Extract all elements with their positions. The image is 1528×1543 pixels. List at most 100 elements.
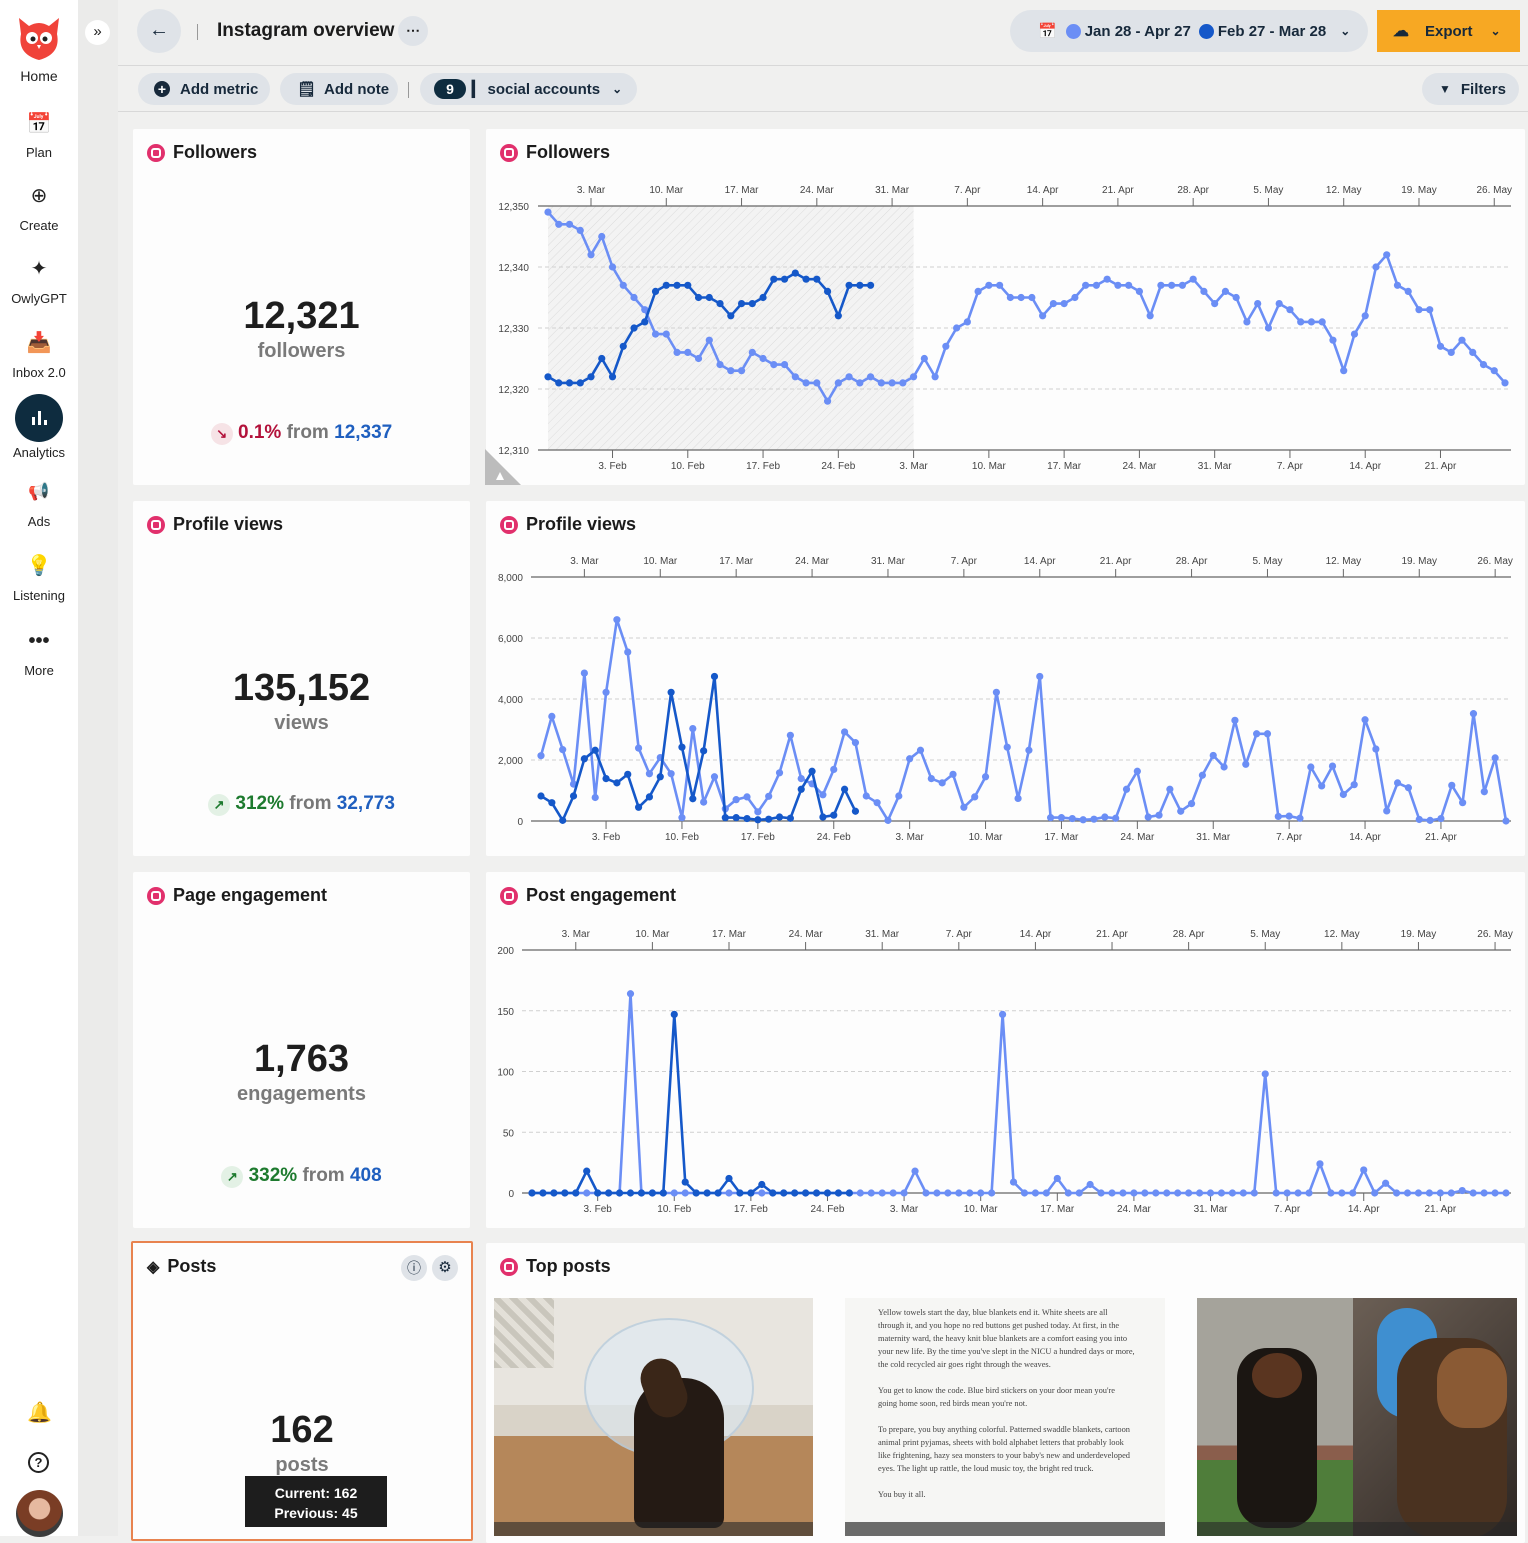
current-data-point <box>920 354 928 363</box>
bottom-x-tick-label: 10. Feb <box>665 832 699 843</box>
current-data-point <box>786 731 794 739</box>
posts-stat-card[interactable]: ◈ Posts ⓘ ⚙ 162 posts Current: 162 Previo… <box>131 1241 473 1541</box>
current-data-point <box>1017 293 1025 302</box>
current-data-point <box>1458 336 1466 344</box>
export-button[interactable]: ☁ Export ⌄ <box>1377 10 1520 52</box>
sidebar-item-inbox[interactable]: 📥 Inbox 2.0 <box>0 330 78 380</box>
previous-data-point <box>725 1174 733 1183</box>
current-data-point <box>1097 1189 1105 1197</box>
sidebar-item-plan[interactable]: 📅 Plan <box>0 111 78 160</box>
top-x-tick-label: 3. Mar <box>570 556 599 567</box>
current-data-point <box>673 348 681 356</box>
top-x-tick-label: 31. Mar <box>871 556 906 567</box>
user-avatar[interactable] <box>16 1490 63 1537</box>
current-data-point <box>1415 815 1423 824</box>
current-data-point <box>1297 318 1305 326</box>
help-button[interactable]: ⓘ <box>401 1255 427 1281</box>
add-metric-button[interactable]: + Add metric <box>138 73 270 105</box>
warning-icon[interactable] <box>485 449 521 485</box>
previous-data-point <box>791 269 799 277</box>
accounts-count-badge: 9 <box>434 79 466 99</box>
current-data-point <box>1469 1189 1477 1197</box>
current-data-point <box>1501 379 1509 387</box>
bell-icon[interactable]: 🔔 <box>27 1402 52 1424</box>
current-data-point <box>1261 1070 1269 1078</box>
current-data-point <box>1480 1189 1488 1197</box>
current-data-point <box>537 752 545 760</box>
current-data-point <box>895 792 903 800</box>
expand-sidebar-button[interactable]: » <box>85 20 110 45</box>
current-data-point <box>1003 743 1011 751</box>
date-range-picker[interactable]: 📅 Jan 28 - Apr 27 Feb 27 - Mar 28 ⌄ <box>1010 10 1368 52</box>
top-x-tick-label: 10. Mar <box>635 929 670 940</box>
bottom-x-tick-label: 3. Mar <box>890 1204 919 1215</box>
current-data-point <box>1490 367 1498 375</box>
sidebar-item-create[interactable]: ⊕ Create <box>0 183 78 233</box>
note-icon: 🗒 <box>297 81 317 98</box>
more-options-button[interactable]: ⋯ <box>398 16 428 46</box>
page-title: Instagram overview <box>217 20 395 41</box>
top-x-tick-label: 3. Mar <box>562 929 591 940</box>
stat-value: 12,321 <box>243 295 360 337</box>
current-data-point <box>1329 336 1337 344</box>
filters-button[interactable]: ▼ Filters <box>1422 73 1519 105</box>
top-x-tick-label: 19. May <box>1401 185 1437 196</box>
previous-data-point <box>572 1189 580 1197</box>
sidebar-item-home[interactable]: Home <box>0 14 78 84</box>
social-accounts-selector[interactable]: 9 ▎ social accounts ⌄ <box>420 73 637 105</box>
current-data-point <box>544 208 552 216</box>
previous-data-point <box>569 792 578 800</box>
current-data-point <box>1448 781 1456 789</box>
profile-views-line-chart[interactable]: 0 2,000 4,000 6,000 8,000 3. Mar 10. Mar 17. Ma… <box>486 501 1525 856</box>
current-data-point <box>1294 1189 1302 1197</box>
current-data-point <box>670 1189 678 1197</box>
current-data-point <box>1403 1189 1412 1197</box>
previous-data-point <box>583 1167 591 1175</box>
sidebar-item-more[interactable]: ••• More <box>0 628 78 678</box>
previous-data-point <box>565 379 574 387</box>
post-engagement-line-chart[interactable]: 0 50 100 150 200 3. Mar 10. Mar 17. Mar 24. Mar 3… <box>486 872 1525 1228</box>
current-data-point <box>1426 816 1434 824</box>
y-tick-label: 8,000 <box>498 573 523 584</box>
sidebar-label: Plan <box>25 145 53 160</box>
current-data-point <box>1328 762 1337 770</box>
previous-data-point <box>845 281 853 289</box>
card-title: Posts <box>167 1256 217 1276</box>
sidebar-item-listening[interactable]: 💡 Listening <box>0 553 78 603</box>
stat-change: 312% <box>235 793 284 814</box>
previous-data-point <box>615 1189 624 1197</box>
previous-data-point <box>662 281 670 289</box>
previous-data-point <box>670 1010 678 1018</box>
current-data-point <box>802 379 810 387</box>
sidebar-item-owlygpt[interactable]: ✦ OwlyGPT <box>0 256 78 306</box>
page-engagement-stat-card[interactable]: Page engagement 1,763 engagements ↗ 332%… <box>133 872 470 1228</box>
profile-views-stat-card[interactable]: Profile views 135,152 views ↗ 312% from … <box>133 501 470 856</box>
followers-stat-card[interactable]: Followers 12,321 followers ↘ 0.1% from 1… <box>133 129 470 485</box>
current-data-point <box>732 796 740 804</box>
current-data-point <box>1232 293 1240 302</box>
add-note-button[interactable]: 🗒 Add note <box>280 73 398 105</box>
layers-icon: ◈ <box>147 1258 160 1276</box>
sidebar-item-analytics[interactable]: Analytics <box>0 394 78 460</box>
owl-logo-icon <box>19 18 59 60</box>
help-icon[interactable]: ? <box>28 1452 49 1473</box>
chevron-down-icon: ⌄ <box>1490 24 1501 38</box>
previous-data-point <box>678 743 686 751</box>
followers-line-chart[interactable]: 12,310 12,320 12,330 12,340 12,350 3. Mar 10. … <box>486 129 1525 485</box>
current-data-point <box>1383 251 1391 259</box>
current-data-point <box>830 765 838 774</box>
top-x-tick-label: 3. Mar <box>577 185 606 196</box>
top-post-text-image[interactable]: Yellow towels start the day, blue blanke… <box>845 1298 1165 1536</box>
current-data-point <box>1447 348 1455 356</box>
current-data-point <box>754 808 762 816</box>
top-post-image-dog-cone[interactable] <box>494 1298 813 1536</box>
sidebar-item-ads[interactable]: 📢 Ads <box>0 479 78 529</box>
current-data-point <box>1141 1189 1149 1197</box>
current-data-point <box>1166 785 1174 793</box>
settings-gear-button[interactable]: ⚙ <box>432 1255 458 1281</box>
current-data-point <box>559 746 567 754</box>
back-button[interactable]: ← <box>137 9 181 53</box>
current-data-point <box>624 648 632 656</box>
top-post-image-dogs[interactable] <box>1197 1298 1517 1536</box>
current-data-point <box>1103 275 1111 283</box>
